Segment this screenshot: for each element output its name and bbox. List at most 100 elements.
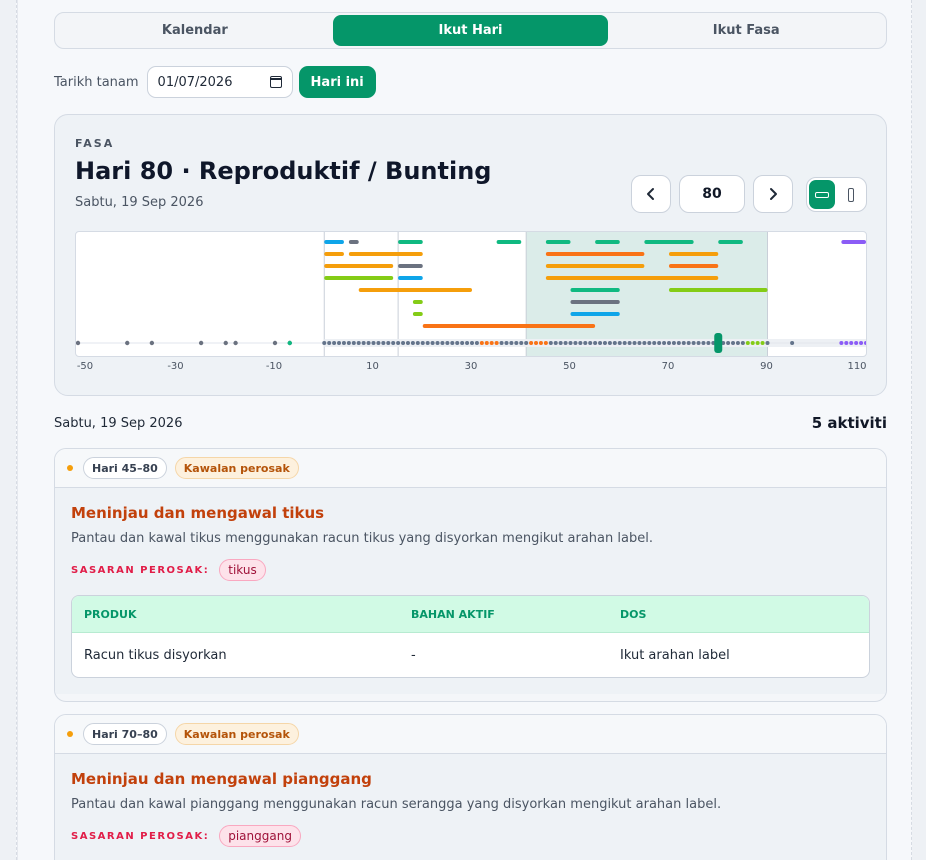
day-dot <box>405 341 410 345</box>
target-chip: tikus <box>219 559 266 581</box>
day-dot <box>563 341 568 345</box>
day-dot <box>568 341 573 345</box>
day-dot <box>538 341 543 345</box>
day-dot <box>287 340 292 346</box>
day-dot <box>410 341 415 345</box>
day-dot <box>671 341 676 345</box>
activity-bar <box>595 240 620 244</box>
day-dot <box>534 341 539 345</box>
day-dot <box>642 341 647 345</box>
activity-bar <box>545 240 571 244</box>
day-dot <box>593 341 598 345</box>
activity-body: Meninjau dan mengawal tikus Pantau dan k… <box>55 488 886 694</box>
activity-bar <box>718 240 743 244</box>
activity-header: Hari 45–80 Kawalan perosak <box>55 449 886 488</box>
day-dot <box>341 341 346 345</box>
day-dot <box>558 341 563 345</box>
day-dot <box>701 341 706 345</box>
day-dot <box>578 341 583 345</box>
next-day-button[interactable] <box>753 175 793 213</box>
day-dot <box>598 341 603 345</box>
day-dot <box>859 341 864 345</box>
day-dot <box>543 341 548 345</box>
timeline-axis: -50 -30 -10 10 30 50 70 90 110 <box>75 361 867 375</box>
day-dot <box>346 341 351 345</box>
day-dot <box>657 341 662 345</box>
activity-bar <box>422 324 596 328</box>
day-dot <box>573 341 578 345</box>
axis-tick-label: 50 <box>563 361 576 372</box>
day-dot <box>676 341 681 345</box>
day-number-field[interactable]: 80 <box>679 175 745 213</box>
day-dot <box>489 341 494 345</box>
day-range-badge: Hari 45–80 <box>83 457 167 479</box>
activity-bar <box>545 276 719 280</box>
day-dot <box>371 341 376 345</box>
horizontal-bar-icon <box>814 191 829 198</box>
product-table: PRODUK BAHAN AKTIF DOS Racun tikus disyo… <box>71 595 870 678</box>
activity-bar <box>348 252 423 256</box>
phase-eyebrow: FASA <box>75 137 115 150</box>
day-dot <box>637 341 642 345</box>
vertical-view-button[interactable] <box>839 180 865 209</box>
day-dot <box>735 341 740 345</box>
tab-ikut-fasa[interactable]: Ikut Fasa <box>712 23 780 38</box>
day-dot <box>750 341 755 345</box>
current-day-marker <box>714 333 723 353</box>
day-dot <box>765 341 770 345</box>
activity-bar <box>570 312 620 316</box>
planting-date-input[interactable]: 01/07/2026 <box>146 66 293 98</box>
activity-bar <box>669 288 768 292</box>
day-dot <box>548 341 553 345</box>
activity-description: Pantau dan kawal tikus menggunakan racun… <box>71 531 653 546</box>
orientation-toggle <box>806 177 867 212</box>
category-badge: Kawalan perosak <box>174 457 299 479</box>
day-dot <box>667 341 671 345</box>
col-bahan-aktif: BAHAN AKTIF <box>411 607 495 621</box>
axis-tick-label: -50 <box>76 361 94 372</box>
phase-timeline[interactable] <box>75 231 867 357</box>
day-dot <box>470 341 474 345</box>
tab-kalendar[interactable]: Kalendar <box>161 23 228 38</box>
vertical-bar-icon <box>848 187 855 202</box>
day-dot <box>760 341 765 345</box>
day-dot <box>755 341 760 345</box>
day-dot <box>455 341 460 345</box>
cell-dos: Ikut arahan label <box>620 647 730 663</box>
activity-card: Hari 70–80 Kawalan perosak Meninjau dan … <box>54 714 887 860</box>
today-button[interactable]: Hari ini <box>298 66 376 98</box>
activity-bar <box>412 312 423 316</box>
day-dot <box>445 341 450 345</box>
day-dot <box>465 341 470 345</box>
chevron-left-icon <box>647 188 654 200</box>
activity-bar <box>412 300 423 304</box>
activity-bar <box>324 240 344 244</box>
activity-title: Meninjau dan mengawal tikus <box>71 504 325 522</box>
day-dot <box>647 341 652 345</box>
day-dot <box>504 341 509 345</box>
day-dot <box>607 341 612 345</box>
prev-day-button[interactable] <box>631 175 671 213</box>
day-dot <box>479 341 484 345</box>
day-dot <box>272 340 278 346</box>
chevron-right-icon <box>770 188 777 200</box>
axis-tick-label: -10 <box>265 361 283 372</box>
horizontal-view-button[interactable] <box>809 180 835 209</box>
day-dot <box>361 341 366 345</box>
day-dot <box>450 341 455 345</box>
day-dot <box>460 341 465 345</box>
day-dot <box>484 341 489 345</box>
calendar-icon[interactable] <box>269 76 282 88</box>
activity-bar <box>545 252 645 256</box>
day-dot <box>726 341 731 345</box>
activity-bar <box>669 252 719 256</box>
activity-bar <box>324 264 394 268</box>
activity-bar <box>841 240 866 244</box>
day-dot <box>396 341 401 345</box>
activity-header: Hari 70–80 Kawalan perosak <box>55 715 886 754</box>
day-dot <box>337 341 342 345</box>
phase-card: FASA Hari 80 · Reproduktif / Bunting Sab… <box>54 114 887 396</box>
day-dot <box>706 341 711 345</box>
activity-bar <box>324 252 344 256</box>
tab-ikut-hari[interactable]: Ikut Hari <box>332 15 609 46</box>
